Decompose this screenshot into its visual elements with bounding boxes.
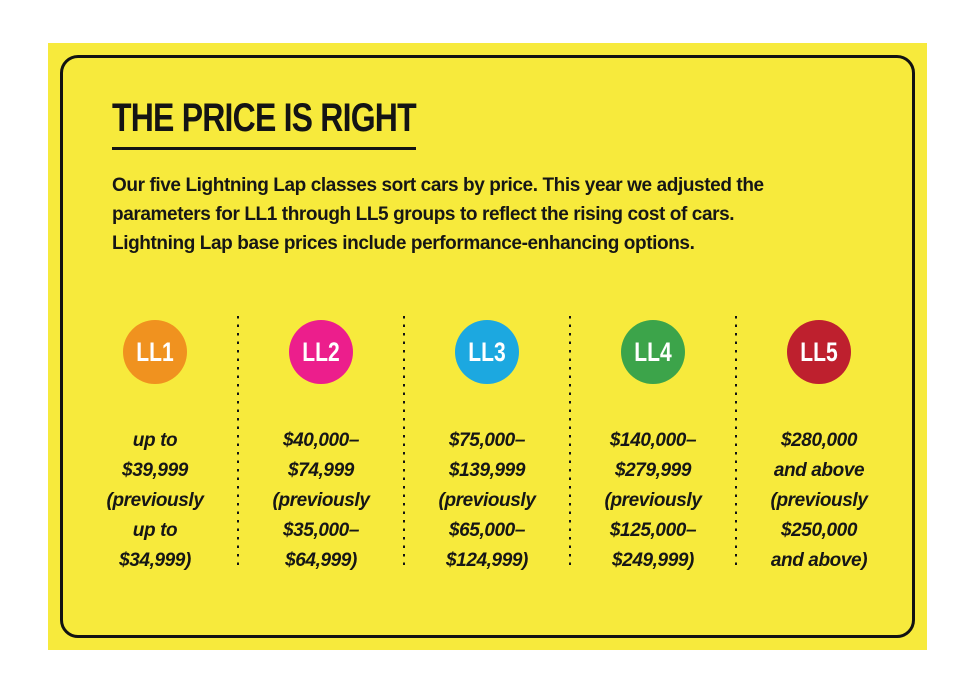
- price-line: $125,000–: [609, 520, 697, 541]
- price-line: and above: [773, 460, 865, 481]
- price-line: (previously: [438, 490, 536, 511]
- dotted-separator: [735, 316, 737, 566]
- class-column-ll2: LL2 $40,000– $74,999 (previously $35,000…: [239, 316, 403, 576]
- description-text: Our five Lightning Lap classes sort cars…: [112, 171, 902, 258]
- ll5-badge: LL5: [787, 320, 851, 384]
- price-classes-card: THE PRICE IS RIGHT Our five Lightning La…: [48, 43, 927, 650]
- class-column-ll5: LL5 $280,000 and above (previously $250,…: [737, 316, 901, 576]
- ll3-price-range: $75,000– $139,999 (previously $65,000– $…: [439, 426, 536, 576]
- classes-row: LL1 up to $39,999 (previously up to $34,…: [73, 316, 901, 576]
- ll4-price-range: $140,000– $279,999 (previously $125,000–…: [605, 426, 702, 576]
- price-line: $250,000: [780, 520, 858, 541]
- price-line: (previously: [770, 490, 868, 511]
- ll5-badge-label: LL5: [800, 337, 838, 367]
- price-line: up to: [132, 520, 178, 541]
- ll1-price-range: up to $39,999 (previously up to $34,999): [107, 426, 204, 576]
- price-line: $40,000–: [282, 430, 360, 451]
- price-line: $34,999): [119, 550, 191, 571]
- price-line: $75,000–: [448, 430, 526, 451]
- ll2-badge: LL2: [289, 320, 353, 384]
- ll2-price-range: $40,000– $74,999 (previously $35,000– $6…: [273, 426, 370, 576]
- ll4-badge: LL4: [621, 320, 685, 384]
- price-line: $124,999): [446, 550, 528, 571]
- price-line: $74,999: [288, 460, 354, 481]
- ll1-badge-label: LL1: [136, 337, 174, 367]
- price-line: up to: [132, 430, 178, 451]
- ll2-badge-label: LL2: [302, 337, 340, 367]
- ll3-badge-label: LL3: [468, 337, 506, 367]
- price-line: and above): [770, 550, 868, 571]
- price-line: $64,999): [285, 550, 357, 571]
- price-line: $279,999: [614, 460, 692, 481]
- price-line: $139,999: [448, 460, 526, 481]
- price-line: $249,999): [612, 550, 694, 571]
- card-content: THE PRICE IS RIGHT Our five Lightning La…: [112, 98, 902, 258]
- class-column-ll3: LL3 $75,000– $139,999 (previously $65,00…: [405, 316, 569, 576]
- price-line: (previously: [604, 490, 702, 511]
- ll1-badge: LL1: [123, 320, 187, 384]
- price-line: $65,000–: [448, 520, 526, 541]
- price-line: (previously: [106, 490, 204, 511]
- description-line: parameters for LL1 through LL5 groups to…: [112, 204, 735, 225]
- page-title: THE PRICE IS RIGHT: [112, 98, 417, 150]
- class-column-ll1: LL1 up to $39,999 (previously up to $34,…: [73, 316, 237, 576]
- price-line: $140,000–: [609, 430, 697, 451]
- price-line: $39,999: [122, 460, 188, 481]
- description-line: Our five Lightning Lap classes sort cars…: [112, 175, 764, 196]
- description-line: Lightning Lap base prices include perfor…: [112, 233, 695, 254]
- ll5-price-range: $280,000 and above (previously $250,000 …: [771, 426, 868, 576]
- dotted-separator: [569, 316, 571, 566]
- dotted-separator: [403, 316, 405, 566]
- ll4-badge-label: LL4: [634, 337, 672, 367]
- price-line: $35,000–: [282, 520, 360, 541]
- class-column-ll4: LL4 $140,000– $279,999 (previously $125,…: [571, 316, 735, 576]
- ll3-badge: LL3: [455, 320, 519, 384]
- dotted-separator: [237, 316, 239, 566]
- price-line: $280,000: [780, 430, 858, 451]
- price-line: (previously: [272, 490, 370, 511]
